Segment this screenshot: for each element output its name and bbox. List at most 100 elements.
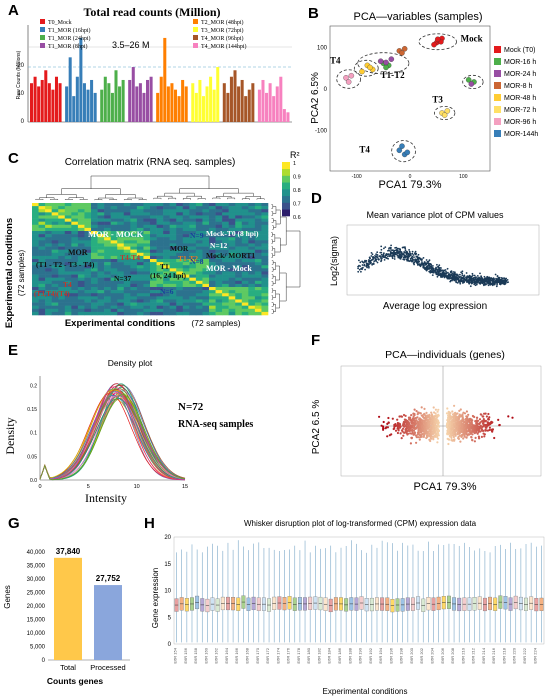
- heatmap-cell: [71, 308, 79, 313]
- heatmap-cell: [32, 302, 39, 306]
- heatmap-cell: [71, 305, 79, 310]
- heatmap-cell: [38, 287, 46, 291]
- heatmap-cell: [77, 246, 85, 250]
- point: [430, 411, 433, 414]
- point: [345, 79, 352, 85]
- heatmap-cell: [189, 283, 197, 288]
- point: [411, 252, 414, 255]
- heatmap-cell: [110, 296, 118, 300]
- legend-label: MOR-8 h: [504, 83, 533, 90]
- heatmap-cell: [176, 308, 184, 313]
- heatmap-cell: [222, 218, 229, 222]
- point: [504, 282, 507, 285]
- heatmap-cell: [163, 293, 170, 297]
- heatmap-cell: [163, 290, 170, 294]
- point: [406, 420, 409, 423]
- heatmap-annotation: N=6: [160, 287, 174, 296]
- point: [434, 408, 437, 411]
- heatmap-cell: [156, 243, 164, 247]
- heatmap-cell: [209, 277, 216, 282]
- heatmap-cell: [189, 234, 197, 238]
- heatmap-cell: [136, 287, 144, 291]
- heatmap-cell: [104, 206, 111, 210]
- heatmap-cell: [235, 227, 243, 232]
- point: [368, 266, 370, 269]
- point: [437, 425, 440, 428]
- heatmap-cell: [248, 259, 256, 263]
- heatmap-cell: [156, 308, 164, 313]
- point: [433, 415, 436, 418]
- point: [462, 437, 465, 440]
- heatmap-cell: [241, 221, 249, 226]
- point: [381, 255, 384, 258]
- point: [416, 255, 418, 258]
- heatmap-cell: [202, 203, 210, 207]
- point: [421, 424, 424, 427]
- heatmap-cell: [91, 283, 98, 288]
- heatmap-cell: [45, 311, 52, 316]
- y-tick-label: 20,000: [27, 604, 46, 610]
- heatmap-cell: [110, 231, 118, 235]
- point: [431, 41, 437, 48]
- heatmap-cell: [64, 240, 72, 244]
- legend-swatch: [494, 94, 501, 101]
- heatmap-cell: [209, 287, 216, 291]
- heatmap-cell: [71, 221, 79, 226]
- point: [373, 256, 375, 259]
- heatmap-cell: [110, 262, 118, 266]
- heatmap-cell: [189, 305, 197, 310]
- heatmap-cell: [195, 305, 203, 310]
- heatmap-cell: [117, 296, 125, 300]
- heatmap-cell: [189, 243, 197, 247]
- heatmap-cell: [150, 218, 157, 222]
- heatmap-cell: [235, 277, 243, 282]
- point: [418, 433, 421, 437]
- heatmap-cell: [261, 252, 269, 257]
- bar-value-label: 37,840: [56, 547, 81, 556]
- heatmap-cell: [32, 271, 39, 275]
- heatmap-cell: [143, 243, 151, 247]
- point: [446, 422, 449, 425]
- bar: [94, 585, 122, 660]
- heatmap-cell: [32, 259, 39, 263]
- heatmap-cell: [248, 212, 256, 216]
- heatmap-cell: [77, 293, 85, 297]
- heatmap-cell: [64, 287, 72, 291]
- heatmap-cell: [104, 302, 111, 306]
- heatmap-cell: [189, 221, 197, 226]
- point: [401, 46, 408, 52]
- heatmap-cell: [195, 311, 203, 316]
- heatmap-cell: [64, 268, 72, 272]
- heatmap-cell: [97, 265, 105, 269]
- point: [408, 249, 410, 251]
- point: [465, 410, 468, 413]
- heatmap-cell: [150, 234, 157, 238]
- heatmap-cell: [91, 231, 98, 235]
- heatmap-cell: [97, 249, 105, 254]
- heatmap-cell: [215, 268, 223, 272]
- colorbar-segment: [282, 168, 290, 176]
- heatmap-cell: [222, 311, 229, 316]
- point: [371, 253, 374, 256]
- point: [364, 268, 366, 271]
- heatmap-cell: [143, 227, 151, 232]
- heatmap-cell: [150, 280, 157, 285]
- bar: [205, 86, 209, 122]
- heatmap-cell: [150, 209, 157, 213]
- heatmap-cell: [176, 305, 184, 310]
- heatmap-cell: [202, 296, 210, 300]
- x-tick-label: E6R 180: [306, 647, 311, 663]
- heatmap-cell: [202, 287, 210, 291]
- point: [454, 276, 456, 278]
- panel-label-d: D: [311, 190, 322, 207]
- heatmap-cell: [248, 299, 256, 303]
- heatmap-cell: [38, 259, 46, 263]
- bar: [166, 86, 170, 122]
- point: [469, 432, 472, 435]
- point: [485, 280, 488, 283]
- heatmap-cell: [254, 293, 262, 297]
- heatmap-cell: [32, 224, 39, 229]
- y-axis-label: Raw Counts (Millions): [16, 50, 22, 99]
- heatmap-cell: [169, 283, 177, 288]
- heatmap-cell: [38, 221, 46, 226]
